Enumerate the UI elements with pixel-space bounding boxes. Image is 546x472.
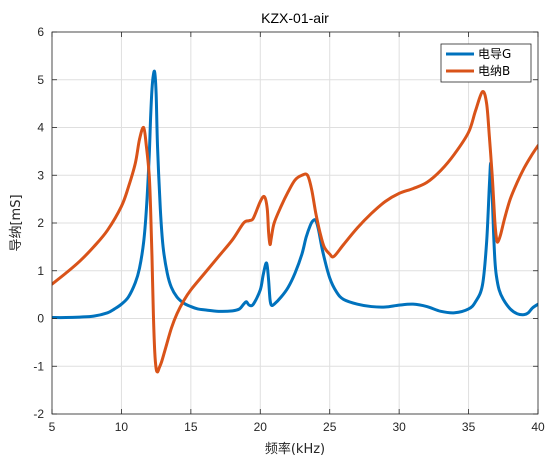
- y-tick-label: -1: [33, 359, 44, 373]
- legend-label-1: 电导G: [478, 47, 511, 61]
- y-tick-label: 6: [37, 25, 44, 39]
- y-tick-label: 1: [37, 264, 44, 278]
- y-tick-label: 5: [37, 73, 44, 87]
- x-tick-label: 30: [392, 420, 406, 434]
- chart-title: KZX-01-air: [261, 10, 329, 26]
- x-tick-label: 40: [531, 420, 545, 434]
- y-axis-label: 导纳[mS]: [9, 194, 24, 251]
- legend: 电导G 电纳B: [441, 44, 531, 82]
- y-tick-label: 0: [37, 312, 44, 326]
- x-tick-label: 20: [254, 420, 268, 434]
- x-tick-label: 25: [323, 420, 337, 434]
- x-axis-label: 频率(kHz): [265, 441, 325, 457]
- x-tick-label: 15: [184, 420, 198, 434]
- x-tick-label: 35: [462, 420, 476, 434]
- x-tick-label: 5: [49, 420, 56, 434]
- y-tick-label: 3: [37, 168, 44, 182]
- y-tick-label: 4: [37, 121, 44, 135]
- y-tick-label: 2: [37, 216, 44, 230]
- legend-label-2: 电纳B: [478, 64, 510, 78]
- y-tick-label: -2: [33, 407, 44, 421]
- x-tick-label: 10: [115, 420, 129, 434]
